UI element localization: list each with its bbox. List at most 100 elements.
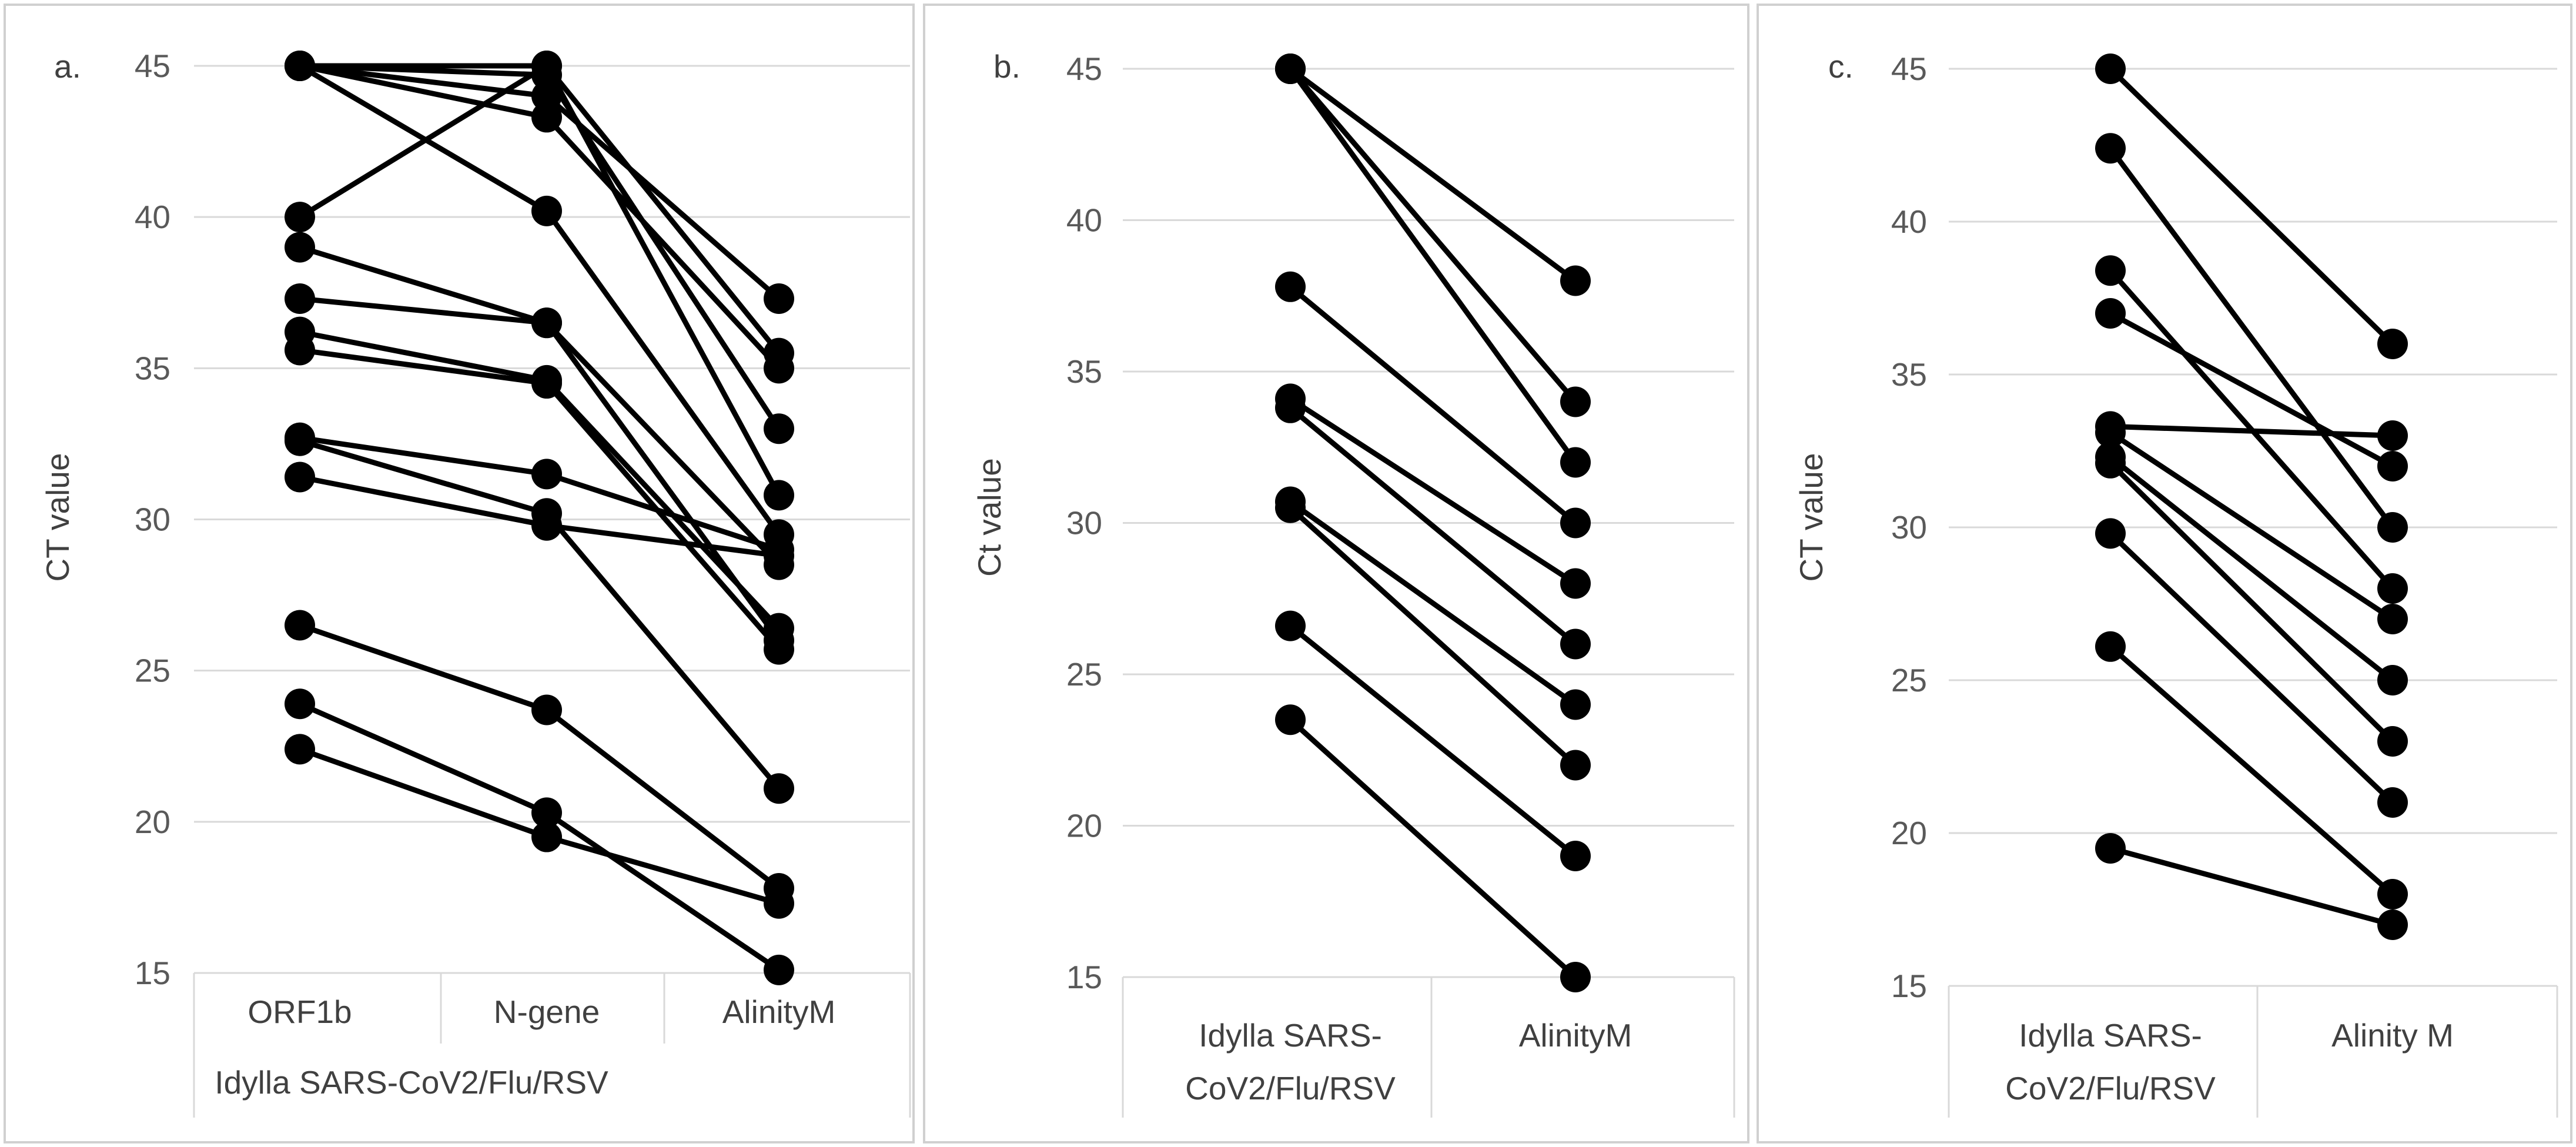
panel-c-category-labels: Idylla SARS-CoV2/Flu/RSV Alinity M xyxy=(2005,1017,2454,1106)
panel-c-series-line-4 xyxy=(2107,310,2396,469)
panel-b-point-s9-2 xyxy=(1560,841,1591,871)
panel-c-series-line-6 xyxy=(2107,430,2396,622)
panel-a-frame xyxy=(4,4,915,1143)
panel-a-point-s6-2 xyxy=(531,51,562,81)
panel-b-y-tick-label: 35 xyxy=(1066,353,1102,390)
panel-b-y-tick-label: 45 xyxy=(1066,51,1102,87)
panel-c-point-s6-2 xyxy=(2377,604,2408,634)
panel-a-point-s8-2 xyxy=(531,307,562,339)
panel-a-point-s13-2 xyxy=(531,510,562,541)
panel-c-point-s2-2 xyxy=(2377,512,2408,543)
panel-a-y-tick-label: 30 xyxy=(135,501,170,538)
panel-c-point-s1-2 xyxy=(2377,329,2408,359)
panel-a-y-axis-label: CT value xyxy=(39,453,76,581)
panel-b-point-s8-1 xyxy=(1275,492,1306,523)
panel-a-point-s6-3 xyxy=(764,480,794,511)
panel-a-point-s6-1 xyxy=(285,202,315,233)
panel-a-point-s11-2 xyxy=(531,459,562,490)
panel-a-point-s14-1 xyxy=(285,610,315,641)
panel-c-point-s10-2 xyxy=(2377,879,2408,909)
panel-c-category-label: Alinity M xyxy=(2331,1017,2454,1054)
panel-c-series-line-10 xyxy=(2107,644,2396,897)
panel-a-point-s15-1 xyxy=(285,688,315,720)
panel-b-series-line-5 xyxy=(1287,396,1578,586)
panel-b-series-line-7 xyxy=(1287,499,1578,707)
panel-a-point-s2-2 xyxy=(531,81,562,112)
panel-b-series-line-2 xyxy=(1287,66,1578,404)
panel-a-point-s4-2 xyxy=(531,195,562,226)
panel-b-series-line-3 xyxy=(1287,66,1578,465)
panel-a-category-label: ORF1b xyxy=(247,994,352,1030)
panel-a-point-s5-1 xyxy=(285,51,315,81)
panel-a-point-s5-3 xyxy=(764,413,794,444)
panel-b-point-s7-2 xyxy=(1560,689,1591,720)
panel-a-point-s10-3 xyxy=(764,634,794,665)
panel-a-point-s13-3 xyxy=(764,540,794,571)
panel-c-point-s8-1 xyxy=(2095,447,2126,479)
panel-b-point-s3-2 xyxy=(1560,447,1591,478)
panel-b-y-axis-label: Ct value xyxy=(971,458,1008,577)
panel-a-point-s16-1 xyxy=(285,734,315,765)
panel-a-point-s2-3 xyxy=(764,283,794,315)
panel-a-point-s3-2 xyxy=(531,102,562,133)
panel-b-points xyxy=(1275,53,1591,992)
panel-c-series-line-9 xyxy=(2107,530,2396,805)
panel-a-point-s10-2 xyxy=(531,368,562,399)
panel-b-point-s4-1 xyxy=(1275,271,1306,302)
panel-a-point-s12-1 xyxy=(285,425,315,456)
panel-b-series-line-10 xyxy=(1287,717,1578,980)
panel-a-y-tick-label: 45 xyxy=(135,48,170,84)
panel-c-frame xyxy=(1757,4,2572,1143)
panel-b-point-s2-2 xyxy=(1560,386,1591,417)
panel-b-y-ticks: 15 20 25 30 35 40 45 xyxy=(1066,51,1102,995)
panel-a-category-label: AlinityM xyxy=(722,994,836,1030)
panel-c-y-tick-label: 40 xyxy=(1891,203,1927,240)
panel-a-point-s13-1 xyxy=(285,462,315,493)
panel-a-y-tick-label: 15 xyxy=(135,955,170,991)
panel-b-point-s4-2 xyxy=(1560,507,1591,539)
panel-b-series-line-1 xyxy=(1287,66,1578,283)
panel-a-y-tick-label: 25 xyxy=(135,653,170,689)
panel-b-point-s6-1 xyxy=(1275,392,1306,423)
panel-c-series-lines xyxy=(2107,66,2396,928)
panel-c-point-s4-1 xyxy=(2095,298,2126,329)
panel-a-y-tick-label: 20 xyxy=(135,804,170,840)
panel-a-point-s12-3 xyxy=(764,773,794,804)
panel-b-y-tick-label: 30 xyxy=(1066,505,1102,541)
panel-c-point-s2-1 xyxy=(2095,133,2126,164)
panel-c-y-tick-label: 15 xyxy=(1891,968,1927,1004)
panel-a-points xyxy=(285,51,794,985)
panel-c-y-tick-label: 25 xyxy=(1891,662,1927,698)
panel-a-point-s15-2 xyxy=(531,797,562,828)
panel-a-group-label: Idylla SARS-CoV2/Flu/RSV xyxy=(215,1064,608,1101)
panel-a-y-ticks: 15 20 25 30 35 40 45 xyxy=(135,48,170,991)
panel-b-point-s5-2 xyxy=(1560,568,1591,599)
panel-b-point-s10-2 xyxy=(1560,962,1591,992)
panel-a-point-s16-2 xyxy=(531,821,562,852)
panel-c-series-line-5 xyxy=(2107,423,2396,439)
panel-c: 15 20 25 30 35 40 45 c. CT value Idylla SARS-C… xyxy=(1757,4,2572,1143)
panel-b-label: b. xyxy=(993,48,1021,85)
panel-a-point-s16-3 xyxy=(764,888,794,919)
panel-c-point-s1-1 xyxy=(2095,53,2126,84)
panel-c-y-tick-label: 30 xyxy=(1891,509,1927,546)
panel-b-series-lines xyxy=(1287,66,1578,980)
panel-b-y-tick-label: 40 xyxy=(1066,202,1102,239)
panel-c-point-s3-2 xyxy=(2377,573,2408,604)
panel-c-label: c. xyxy=(1828,48,1854,85)
panel-b-category-label: AlinityM xyxy=(1519,1017,1632,1054)
panel-c-point-s3-1 xyxy=(2095,255,2126,286)
panel-b-point-s8-2 xyxy=(1560,750,1591,781)
panel-c-point-s11-1 xyxy=(2095,833,2126,864)
panel-c-point-s6-1 xyxy=(2095,417,2126,448)
panel-c-series-line-7 xyxy=(2107,454,2396,683)
panel-b-frame xyxy=(923,4,1749,1143)
panel-b-point-s6-2 xyxy=(1560,628,1591,660)
panel-a-y-tick-label: 35 xyxy=(135,350,170,386)
panel-c-series-line-1 xyxy=(2107,66,2396,347)
panel-c-y-tick-label: 35 xyxy=(1891,356,1927,393)
panel-a-point-s14-2 xyxy=(531,694,562,725)
panel-b-category-separators xyxy=(1122,976,1735,1118)
panel-a-point-s15-3 xyxy=(764,954,794,985)
panel-c-point-s11-2 xyxy=(2377,909,2408,940)
